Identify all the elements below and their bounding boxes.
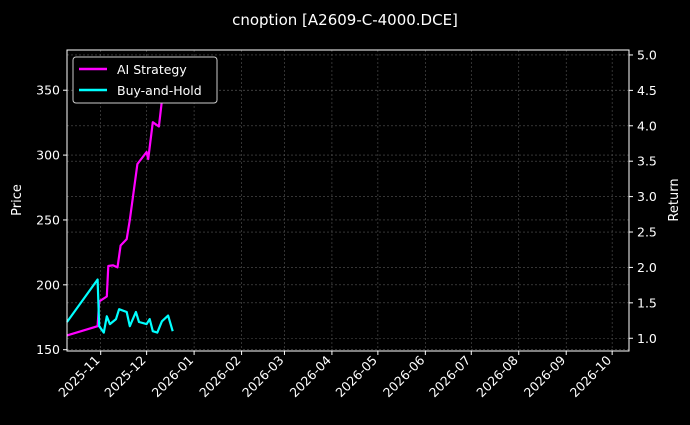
series-line-ai-strategy: [66, 71, 170, 337]
y-tick-label: 250: [36, 212, 60, 227]
y2-tick-label: 4.0: [637, 118, 657, 133]
chart-title: cnoption [A2609-C-4000.DCE]: [232, 11, 458, 29]
y2-tick-label: 2.0: [637, 260, 657, 275]
y-tick-label: 350: [36, 83, 60, 98]
x-tick-label: 2025-11: [55, 353, 103, 401]
y-axis-right: 1.0 1.5 2.0 2.5 3.0 3.5 4.0 4.5 5.0: [629, 47, 657, 346]
x-tick-label: 2025-12: [101, 353, 149, 401]
x-tick-label: 2026-09: [521, 352, 569, 400]
y2-tick-label: 1.0: [637, 331, 657, 346]
x-tick-label: 2026-07: [426, 353, 474, 401]
y-tick-label: 200: [36, 277, 60, 292]
y2-tick-label: 2.5: [637, 225, 657, 240]
legend-label-ai-strategy: AI Strategy: [117, 62, 187, 77]
y-tick-label: 300: [36, 148, 60, 163]
series-line-buy-and-hold: [66, 278, 174, 334]
x-tick-label: 2026-05: [332, 353, 380, 401]
y2-axis-label: Return: [667, 178, 682, 221]
y2-tick-label: 3.5: [637, 154, 657, 169]
legend: AI Strategy Buy-and-Hold: [72, 56, 218, 104]
x-tick-label: 2026-10: [567, 352, 615, 400]
legend-box: [72, 56, 218, 104]
legend-label-buy-and-hold: Buy-and-Hold: [117, 83, 202, 98]
y-axis-label: Price: [10, 184, 25, 216]
x-tick-label: 2026-02: [196, 353, 244, 401]
x-tick-label: 2026-08: [473, 352, 521, 400]
x-tick-label: 2026-01: [149, 353, 197, 401]
plot-frame: [66, 49, 630, 352]
y2-tick-label: 1.5: [637, 295, 657, 310]
y2-tick-label: 4.5: [637, 83, 657, 98]
x-tick-label: 2026-03: [239, 353, 287, 401]
y2-tick-label: 5.0: [637, 47, 657, 62]
y2-tick-label: 3.0: [637, 189, 657, 204]
y-tick-label: 150: [36, 342, 60, 357]
x-tick-label: 2026-04: [287, 352, 335, 400]
grid: [67, 50, 629, 351]
x-tick-label: 2026-06: [380, 352, 428, 400]
series-lines: [66, 71, 174, 337]
y-axis-left: 150 200 250 300 350: [36, 83, 67, 357]
